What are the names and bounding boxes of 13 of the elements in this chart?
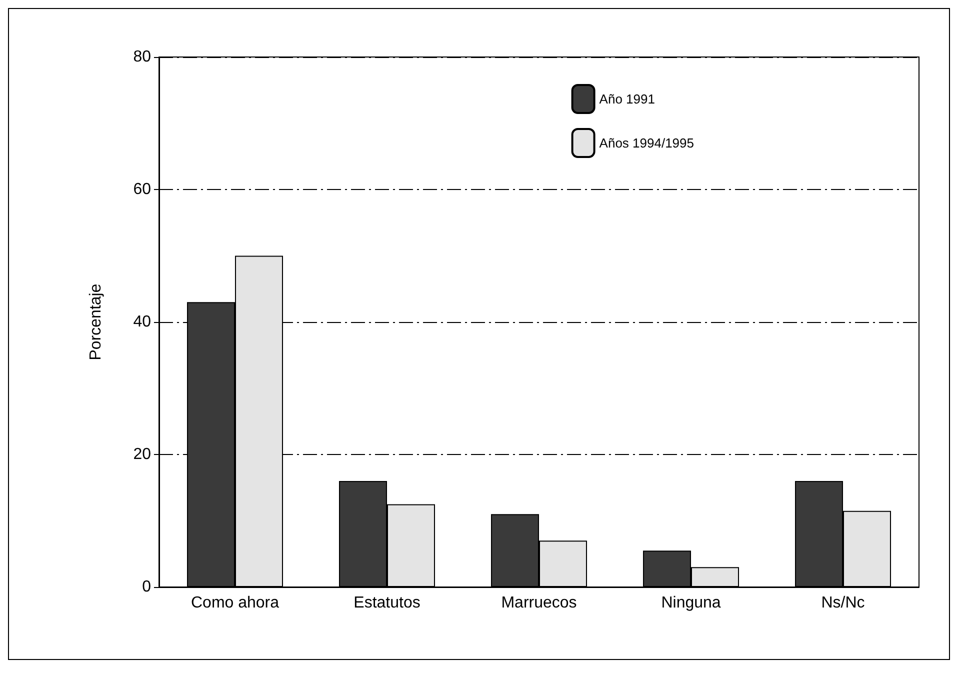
y-tick-label: 60 — [133, 181, 152, 198]
x-tick-label: Marruecos — [501, 594, 577, 612]
x-tick-label: Estatutos — [354, 594, 420, 612]
y-tick-label: 20 — [133, 446, 152, 463]
legend-label: Años 1994/1995 — [599, 136, 694, 150]
x-tick-label: Ninguna — [661, 594, 721, 612]
y-axis-title: Porcentaje — [88, 284, 104, 360]
x-tick-label: Como ahora — [190, 594, 280, 612]
y-tick-label: 40 — [133, 314, 152, 330]
y-tick-label: 80 — [133, 48, 152, 66]
y-tick-label: 0 — [142, 578, 152, 596]
x-tick-label: Ns/Nc — [821, 594, 865, 612]
legend-label: Año 1991 — [599, 92, 655, 106]
